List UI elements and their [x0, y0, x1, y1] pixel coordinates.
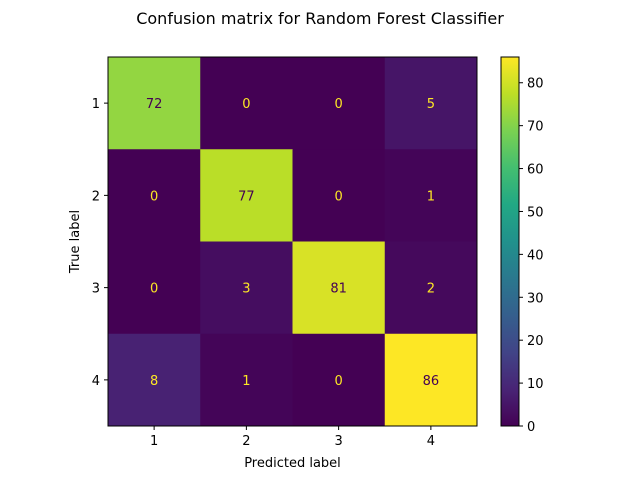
x-tick-label: 1	[150, 434, 158, 449]
heatmap-cell	[384, 241, 478, 335]
colorbar-tick-label: 50	[527, 205, 544, 220]
cell-value-label: 3	[242, 282, 250, 297]
colorbar-tick-label: 40	[527, 248, 544, 263]
heatmap-cell	[108, 57, 201, 150]
colorbar-ticks: 0 10 20 30 40 50 60 70 80	[519, 77, 544, 435]
cell-value-label: 2	[427, 282, 435, 297]
x-axis-ticks: 1 2 3 4	[150, 426, 435, 449]
cell-value-label: 0	[334, 189, 342, 204]
x-tick-label: 4	[427, 434, 435, 449]
heatmap-cell	[200, 57, 293, 150]
heatmap-cell	[108, 333, 201, 427]
cell-value-label: 77	[238, 189, 255, 204]
x-axis-label: Predicted label	[244, 456, 341, 471]
colorbar-frame	[500, 56, 520, 427]
heatmap-cell	[384, 149, 478, 242]
y-tick-label: 1	[92, 97, 100, 112]
heatmap-cell	[292, 241, 386, 335]
cell-value-label: 1	[242, 374, 250, 389]
colorbar-tick-label: 10	[527, 377, 544, 392]
y-tick-label: 3	[92, 282, 100, 297]
colorbar-tick-label: 20	[527, 334, 544, 349]
cell-value-label: 1	[427, 189, 435, 204]
colorbar-tick-label: 70	[527, 120, 544, 135]
heatmap-cell	[292, 333, 386, 427]
y-tick-label: 4	[92, 374, 100, 389]
y-axis-label: True label	[68, 210, 83, 274]
plot-frame	[107, 56, 478, 427]
heatmap-cell	[292, 57, 386, 150]
cell-value-label: 86	[423, 374, 440, 389]
heatmap-cell	[108, 241, 201, 335]
y-axis-ticks: 1 2 3 4	[92, 97, 108, 389]
heatmap-cell	[384, 333, 478, 427]
heatmap-cell	[292, 149, 386, 242]
heatmap-cell	[200, 333, 293, 427]
cell-value-label: 72	[146, 97, 163, 112]
heatmap-cell	[384, 57, 478, 150]
heatmap-cell	[200, 149, 293, 242]
heatmap-cell-labels: 72 0 0 50 77 0 10 3 81 28 1 0 86	[146, 97, 439, 389]
colorbar-tick-label: 0	[527, 420, 535, 435]
heatmap-cell	[108, 149, 201, 242]
colorbar-tick-label: 30	[527, 291, 544, 306]
cell-value-label: 0	[334, 374, 342, 389]
cell-value-label: 81	[330, 282, 347, 297]
heatmap-cell	[200, 241, 293, 335]
cell-value-label: 0	[150, 282, 158, 297]
colorbar-tick-label: 60	[527, 163, 544, 178]
x-tick-label: 2	[242, 434, 250, 449]
cell-value-label: 0	[242, 97, 250, 112]
x-tick-label: 3	[334, 434, 342, 449]
cell-value-label: 8	[150, 374, 158, 389]
colorbar-tick-label: 80	[527, 77, 544, 92]
chart-title: Confusion matrix for Random Forest Class…	[136, 9, 504, 28]
y-tick-label: 2	[92, 189, 100, 204]
heatmap-cells	[108, 57, 478, 427]
colorbar	[501, 57, 519, 426]
cell-value-label: 0	[150, 189, 158, 204]
cell-value-label: 5	[427, 97, 435, 112]
cell-value-label: 0	[334, 97, 342, 112]
